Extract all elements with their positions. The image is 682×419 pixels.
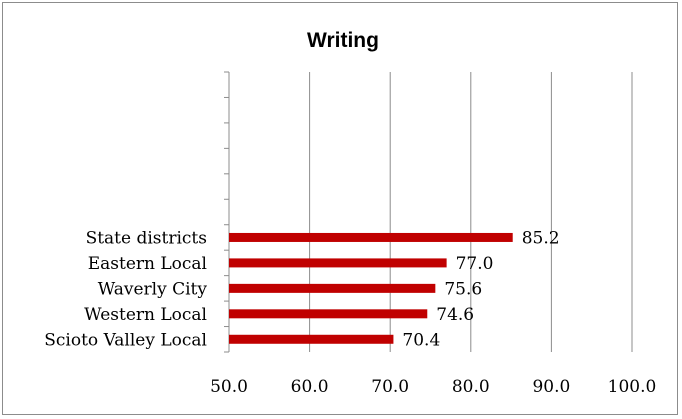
bar-western-local [229, 309, 428, 319]
category-labels: State districts Eastern Local Waverly City… [44, 228, 207, 350]
bar-eastern-local [229, 258, 447, 268]
grid-layer [309, 72, 633, 352]
category-label: State districts [86, 228, 207, 248]
data-labels: 85.2 77.0 75.6 74.6 70.4 [402, 228, 559, 350]
y-axis [224, 71, 230, 353]
x-tick-label: 50.0 [210, 377, 248, 397]
bar-state-districts [229, 232, 513, 242]
data-label: 77.0 [456, 254, 494, 274]
category-label: Scioto Valley Local [44, 330, 207, 350]
data-label: 74.6 [436, 305, 474, 325]
data-label: 85.2 [522, 228, 560, 248]
data-label: 70.4 [402, 330, 440, 350]
x-tick-label: 90.0 [532, 377, 570, 397]
bar-layer [229, 232, 513, 344]
bar-waverly-city [229, 283, 436, 293]
data-label: 75.6 [444, 279, 482, 299]
chart-frame [2, 2, 678, 415]
x-tick-label: 100.0 [608, 377, 657, 397]
x-tick-labels: 50.0 60.0 70.0 80.0 90.0 100.0 [210, 377, 656, 397]
category-label: Waverly City [98, 279, 208, 299]
bar-scioto-valley-local [229, 334, 394, 344]
category-label: Eastern Local [88, 254, 207, 274]
x-tick-label: 60.0 [291, 377, 329, 397]
category-label: Western Local [84, 305, 207, 325]
x-tick-label: 80.0 [452, 377, 490, 397]
chart-title: Writing [307, 29, 379, 52]
x-tick-label: 70.0 [371, 377, 409, 397]
